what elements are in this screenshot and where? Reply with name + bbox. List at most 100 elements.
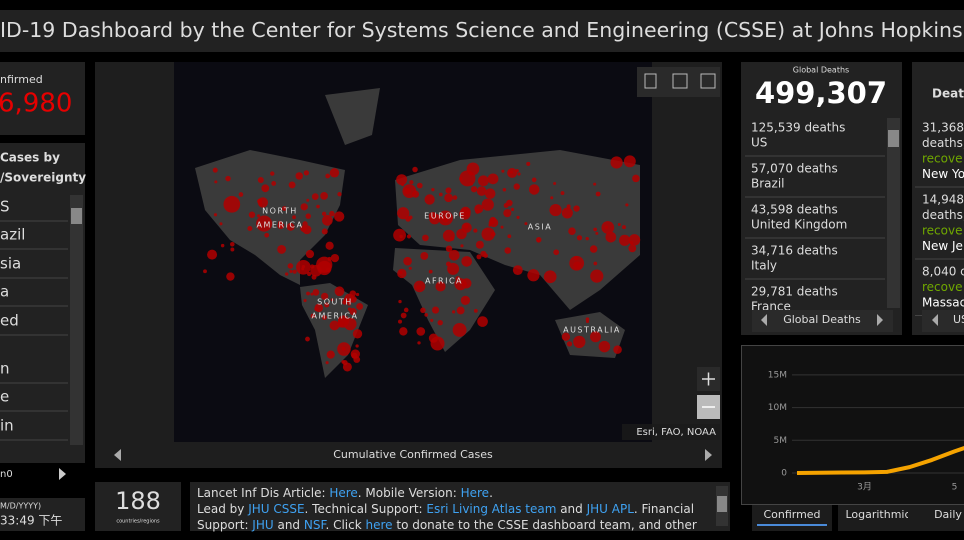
scroll-thumb[interactable] [717, 496, 727, 512]
prev-arrow[interactable] [932, 314, 938, 326]
tab[interactable] [752, 505, 832, 531]
bookmark-button[interactable] [644, 73, 657, 89]
link[interactable]: JHU [251, 518, 273, 532]
link[interactable]: JHU APL [586, 502, 635, 516]
next-arrow[interactable] [877, 314, 883, 326]
case-dot [403, 307, 409, 313]
case-dot [468, 171, 473, 176]
case-dot [212, 167, 218, 173]
confirmed-value: 6,980 [0, 89, 72, 119]
case-dot [322, 215, 333, 226]
death-count: 29,781 deaths [751, 285, 838, 299]
case-dot [321, 228, 328, 235]
country-item: ed [0, 312, 19, 330]
death-place: United Kingdom [751, 218, 847, 232]
case-dot [312, 289, 320, 296]
continent-label: NORTH [262, 207, 298, 216]
case-dot [473, 308, 478, 313]
case-dot [484, 188, 496, 199]
link[interactable]: Esri Living Atlas team [426, 502, 556, 516]
case-dot [285, 272, 289, 276]
case-dot [341, 346, 346, 351]
case-dot [452, 310, 456, 314]
death-place: US [751, 136, 767, 150]
tab[interactable] [908, 505, 964, 531]
y-tick-label: 5M [774, 436, 788, 446]
attribution-bg [622, 424, 720, 440]
country-item: e [0, 388, 9, 406]
case-dot [409, 180, 414, 185]
case-dot [573, 335, 586, 349]
case-dot [456, 306, 465, 315]
legend-button[interactable] [672, 73, 688, 89]
scrollbar[interactable] [70, 195, 83, 445]
link[interactable]: NSF [304, 518, 328, 532]
case-dot [256, 215, 273, 232]
notice-text: Lead by [197, 502, 248, 516]
next-arrow[interactable] [705, 449, 712, 461]
continent-label: AUSTRALIA [563, 326, 621, 335]
case-dot [473, 228, 478, 233]
x-tick-label: 3月 [857, 482, 872, 493]
case-dot [259, 203, 263, 207]
case-dot [329, 320, 340, 331]
case-dot [310, 292, 314, 296]
case-dot [512, 265, 523, 276]
case-dot [271, 181, 277, 186]
case-dot [506, 199, 513, 207]
update-time: 33:49 下午 [0, 514, 62, 528]
case-dot [460, 295, 471, 306]
case-dot [292, 269, 297, 274]
scroll-thumb[interactable] [71, 208, 82, 224]
case-dot [550, 196, 554, 200]
scrollbar[interactable] [887, 118, 900, 308]
scroll-thumb[interactable] [888, 130, 899, 147]
case-dot [507, 234, 512, 239]
panel-title: Global Deaths [793, 66, 849, 75]
zoom-in-icon [702, 372, 715, 386]
case-dot [610, 156, 623, 169]
tab[interactable] [838, 505, 918, 531]
case-dot [230, 247, 235, 252]
case-dot [292, 215, 296, 220]
prev-arrow[interactable] [114, 449, 121, 461]
next-arrow[interactable] [59, 468, 66, 480]
case-dot [516, 215, 520, 219]
case-dot [248, 211, 256, 218]
case-dot [349, 290, 357, 297]
case-dot [281, 206, 287, 211]
case-dot [553, 249, 560, 256]
link[interactable]: JHU CSSE [247, 502, 304, 516]
case-dot [460, 244, 464, 248]
case-dot [420, 307, 426, 314]
case-dot [412, 166, 418, 173]
case-dot [300, 203, 308, 211]
us-deaths-panel [912, 62, 964, 335]
case-dot [476, 254, 482, 260]
africa [393, 248, 495, 352]
map-footer: Cumulative Confirmed Cases [333, 448, 493, 461]
case-dot [316, 204, 320, 209]
case-dot [326, 350, 335, 359]
case-dot [311, 193, 319, 200]
country-item: n [0, 360, 10, 378]
case-dot [601, 221, 615, 234]
case-dot [503, 209, 512, 218]
case-dot [422, 234, 429, 242]
case-dot [438, 192, 443, 197]
attribution: Esri, FAO, NOAA [636, 427, 716, 438]
link[interactable]: here [366, 518, 393, 532]
confirmed-panel [0, 62, 85, 135]
case-dot [483, 253, 488, 258]
y-tick-label: 0 [781, 468, 787, 478]
case-dot [314, 303, 324, 313]
basemap-button[interactable] [700, 73, 716, 89]
case-dot [324, 302, 330, 308]
case-dot [513, 183, 520, 190]
prev-arrow[interactable] [761, 314, 767, 326]
link[interactable]: Here [461, 486, 489, 500]
case-dot [310, 313, 316, 319]
link[interactable]: Here [329, 486, 357, 500]
case-dot [277, 244, 287, 254]
